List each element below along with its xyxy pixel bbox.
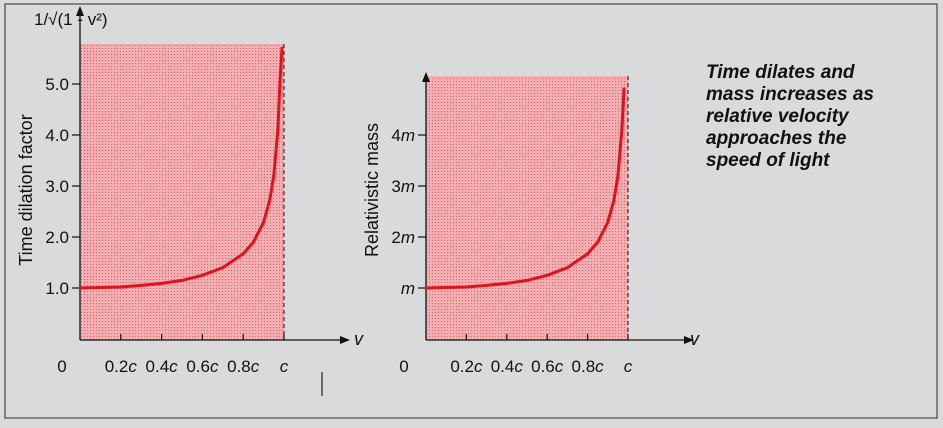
x-tick-label: c: [624, 357, 633, 376]
data-point: [622, 87, 626, 91]
y-axis-arrow: [76, 6, 84, 16]
data-point: [221, 266, 225, 270]
y-tick-label: 3.0: [45, 177, 69, 196]
y-tick-label: 5.0: [45, 75, 69, 94]
y-tick-label: 2.0: [45, 228, 69, 247]
data-point: [160, 281, 164, 285]
data-point: [180, 278, 184, 282]
data-point: [596, 240, 600, 244]
caption: Time dilates and mass increases as relat…: [706, 62, 926, 172]
data-point: [200, 273, 204, 277]
data-point: [616, 174, 620, 178]
x-tick-label: 0.2c: [450, 357, 483, 376]
data-point: [525, 278, 529, 282]
shaded-region: [80, 44, 284, 340]
data-point: [272, 174, 276, 178]
x-axis-label: v: [354, 329, 364, 349]
x-tick-label: 0.8c: [572, 357, 605, 376]
x-axis-label: v: [690, 329, 700, 349]
caption-line: relative velocity: [706, 106, 849, 127]
caption-line: approaches the: [706, 128, 847, 149]
y-axis-label: Relativistic mass: [362, 123, 382, 257]
y-tick-label: 2m: [391, 228, 415, 247]
data-point: [565, 266, 569, 270]
data-point: [139, 283, 143, 287]
y-tick-label: 4.0: [45, 126, 69, 145]
y-axis-arrow: [422, 72, 430, 82]
data-point: [268, 198, 272, 202]
y-tick-label: 3m: [391, 177, 415, 196]
data-point: [505, 281, 509, 285]
y-axis-label: Time dilation factor: [16, 114, 36, 265]
x-tick-label: 0.6c: [186, 357, 219, 376]
x-tick-label: 0.8c: [227, 357, 260, 376]
data-point: [78, 286, 82, 290]
data-point: [545, 273, 549, 277]
y-axis-formula: 1/√(1 - v²): [34, 10, 108, 29]
shaded-region: [426, 76, 628, 340]
data-point: [276, 127, 280, 131]
data-point: [612, 198, 616, 202]
data-point: [262, 220, 266, 224]
y-tick-label: 1.0: [45, 279, 69, 298]
y-tick-label: 4m: [391, 126, 415, 145]
data-point: [424, 286, 428, 290]
series-line: [424, 87, 626, 290]
data-point: [278, 81, 282, 84]
data-point: [620, 127, 624, 131]
data-point: [464, 285, 468, 289]
data-point: [606, 220, 610, 224]
origin-label: 0: [57, 357, 66, 376]
caption-line: mass increases as: [706, 84, 874, 105]
data-point: [485, 283, 489, 287]
caption-line: speed of light: [706, 150, 830, 171]
data-point: [586, 252, 590, 256]
y-tick-label: m: [401, 279, 415, 298]
data-point: [119, 285, 123, 289]
data-point: [241, 252, 245, 256]
x-axis-arrow: [684, 336, 694, 344]
x-tick-label: 0.4c: [491, 357, 524, 376]
x-tick-label: 0.6c: [531, 357, 564, 376]
origin-label: 0: [399, 357, 408, 376]
x-tick-label: 0.4c: [146, 357, 179, 376]
caption-line: Time dilates and: [706, 62, 855, 83]
data-point: [251, 240, 255, 244]
data-point: [280, 46, 284, 50]
x-tick-label: 0.2c: [105, 357, 138, 376]
x-axis-arrow: [340, 336, 350, 344]
x-tick-label: c: [280, 357, 289, 376]
